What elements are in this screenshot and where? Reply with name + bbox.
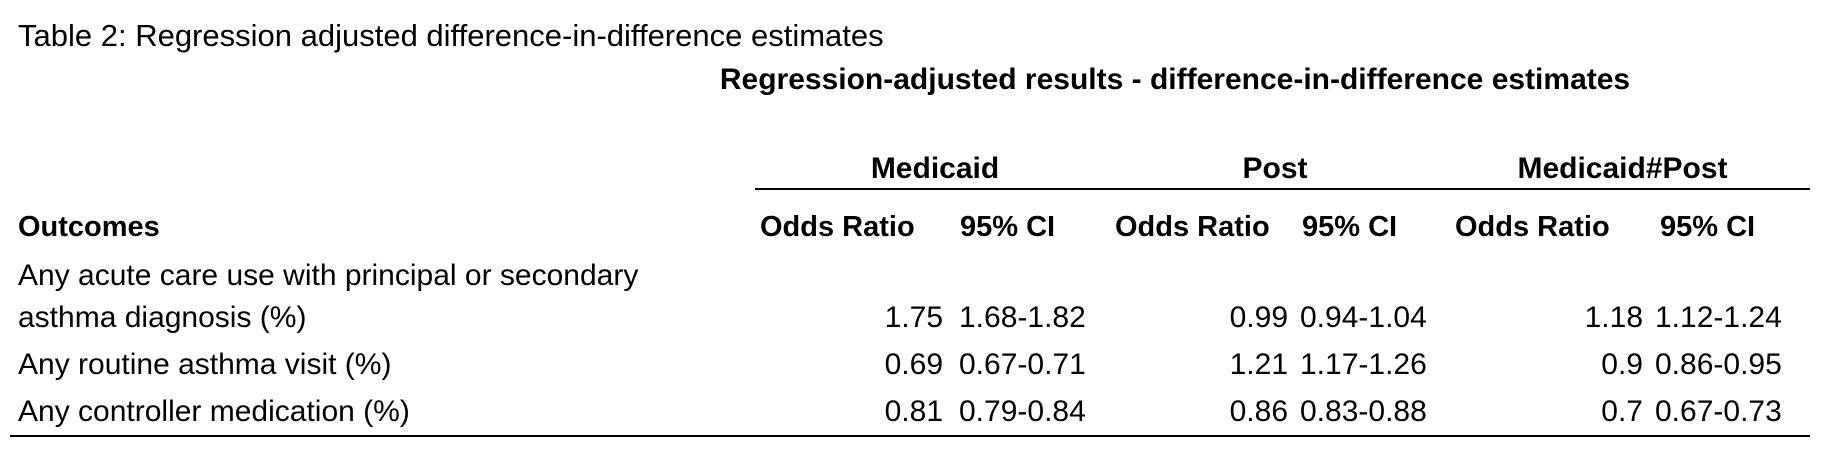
row-1-post-ci: 0.94-1.04 — [1300, 301, 1427, 334]
column-header-post-odds-ratio: Odds Ratio — [1115, 211, 1270, 243]
column-header-medicaid-odds-ratio: Odds Ratio — [760, 211, 915, 243]
column-header-post-ci: 95% CI — [1302, 211, 1398, 243]
row-2-interaction-ci: 0.86-0.95 — [1655, 348, 1782, 381]
row-1-outcome-line-2: asthma diagnosis (%) — [18, 301, 307, 334]
group-header-post: Post — [1242, 152, 1308, 185]
row-2-post-ci: 1.17-1.26 — [1300, 348, 1427, 381]
row-1-interaction-odds-ratio: 1.18 — [1584, 301, 1643, 334]
row-3-medicaid-odds-ratio: 0.81 — [884, 395, 943, 428]
row-3-post-ci: 0.83-0.88 — [1300, 395, 1427, 428]
table-caption: Table 2: Regression adjusted difference-… — [18, 18, 884, 53]
table-bottom-rule — [10, 435, 1810, 437]
row-1-medicaid-odds-ratio: 1.75 — [884, 301, 943, 334]
row-3-interaction-ci: 0.67-0.73 — [1655, 395, 1782, 428]
row-3-interaction-odds-ratio: 0.7 — [1601, 395, 1643, 428]
row-1-interaction-ci: 1.12-1.24 — [1655, 301, 1782, 334]
row-1-post-odds-ratio: 0.99 — [1229, 301, 1288, 334]
row-3-outcome: Any controller medication (%) — [18, 395, 410, 428]
row-1-outcome-line-1: Any acute care use with principal or sec… — [18, 259, 639, 292]
row-1-medicaid-ci: 1.68-1.82 — [959, 301, 1086, 334]
row-2-outcome: Any routine asthma visit (%) — [18, 348, 392, 381]
table-banner-heading: Regression-adjusted results - difference… — [719, 63, 1631, 96]
row-2-medicaid-odds-ratio: 0.69 — [884, 348, 943, 381]
row-2-medicaid-ci: 0.67-0.71 — [959, 348, 1086, 381]
group-header-rule — [755, 188, 1810, 190]
column-header-medicaid-ci: 95% CI — [960, 211, 1056, 243]
column-header-outcomes: Outcomes — [18, 211, 160, 243]
column-header-interaction-odds-ratio: Odds Ratio — [1455, 211, 1610, 243]
group-header-medicaid: Medicaid — [870, 152, 1000, 185]
row-2-interaction-odds-ratio: 0.9 — [1601, 348, 1643, 381]
column-header-interaction-ci: 95% CI — [1660, 211, 1756, 243]
row-3-post-odds-ratio: 0.86 — [1229, 395, 1288, 428]
row-2-post-odds-ratio: 1.21 — [1229, 348, 1288, 381]
group-header-medicaid-post: Medicaid#Post — [1517, 152, 1728, 185]
row-3-medicaid-ci: 0.79-0.84 — [959, 395, 1086, 428]
